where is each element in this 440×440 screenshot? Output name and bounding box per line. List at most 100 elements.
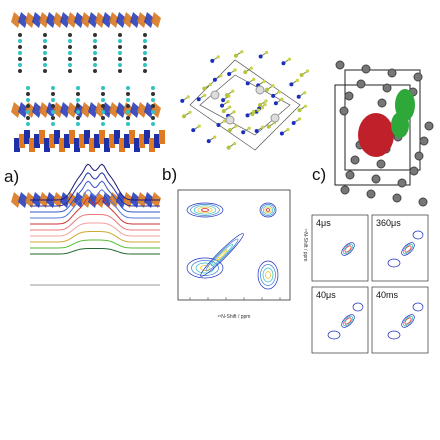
atom: [68, 51, 72, 55]
atom: [26, 92, 30, 96]
atom: [419, 136, 429, 146]
contour: [261, 204, 275, 216]
contour: [342, 315, 354, 327]
contour: [412, 230, 424, 240]
polyhedron: [137, 12, 147, 28]
contour: [401, 314, 415, 328]
atom: [126, 86, 130, 90]
atom: [182, 114, 187, 119]
polyhedron: [84, 130, 90, 144]
polyhedron: [11, 192, 21, 208]
atom: [18, 39, 22, 43]
atom: [18, 33, 22, 37]
atom: [76, 98, 80, 102]
atom: [397, 178, 407, 188]
sphere: [210, 90, 220, 100]
atom: [203, 93, 207, 97]
atom: [118, 33, 122, 37]
atom: [43, 39, 47, 43]
polyhedron: [116, 12, 126, 28]
atom: [76, 122, 80, 126]
spectrum-line: [30, 172, 160, 207]
atom: [26, 110, 30, 114]
polyhedron: [102, 192, 112, 208]
atom: [226, 145, 231, 150]
atom: [273, 101, 278, 106]
atom: [76, 104, 80, 108]
atom: [361, 64, 371, 74]
polyhedron: [34, 134, 40, 148]
inset-frame: [371, 214, 429, 282]
atom: [289, 82, 294, 87]
atom: [245, 81, 250, 86]
contour: [260, 264, 276, 286]
atom: [279, 131, 284, 136]
atom: [262, 79, 266, 83]
atom: [233, 68, 237, 72]
inset-label: 40ms: [376, 290, 399, 300]
atom: [356, 79, 366, 89]
contour: [387, 258, 401, 268]
atom: [76, 86, 80, 90]
atom: [101, 86, 105, 90]
polyhedron: [67, 12, 77, 28]
contour: [344, 317, 352, 325]
contour: [387, 330, 401, 340]
contour: [200, 265, 210, 271]
atom: [414, 151, 424, 161]
atom: [221, 98, 226, 103]
polyhedron: [19, 134, 25, 148]
atom: [93, 63, 97, 67]
atom: [221, 109, 226, 114]
plot-frame: [177, 189, 291, 301]
atom: [306, 69, 310, 73]
atom: [26, 98, 30, 102]
atom: [143, 33, 147, 37]
atom: [43, 69, 47, 73]
polyhedron: [29, 138, 35, 152]
polyhedron: [144, 12, 154, 28]
polyhedron: [81, 102, 91, 118]
atom: [93, 69, 97, 73]
atom: [68, 57, 72, 61]
atom: [18, 51, 22, 55]
atom: [213, 135, 217, 139]
contour: [404, 245, 412, 253]
atom: [258, 103, 262, 107]
atom: [118, 45, 122, 49]
polyhedron: [39, 12, 49, 28]
polyhedron: [64, 134, 70, 148]
contour: [197, 206, 213, 214]
panel-label: c): [312, 165, 326, 184]
polyhedron: [67, 102, 77, 118]
atom: [101, 122, 105, 126]
polyhedron: [102, 12, 112, 28]
atom: [219, 74, 223, 78]
atom: [126, 116, 130, 120]
atom: [43, 63, 47, 67]
polyhedron: [11, 102, 21, 118]
atom: [227, 72, 232, 77]
sphere: [358, 113, 394, 157]
inset-label: 360μs: [376, 218, 401, 228]
contour: [191, 260, 219, 276]
polyhedron: [46, 12, 56, 28]
atom: [206, 139, 211, 144]
nmr-2d: [177, 189, 291, 301]
inset-label: 4μs: [316, 218, 331, 228]
spectra: [30, 163, 160, 286]
atom: [216, 123, 221, 128]
polyhedron: [11, 12, 21, 28]
panel-label: b): [162, 165, 177, 184]
atom: [202, 86, 207, 91]
polyhedron: [81, 12, 91, 28]
polyhedron: [53, 12, 63, 28]
atom: [382, 83, 392, 93]
atom: [76, 110, 80, 114]
atom: [126, 122, 130, 126]
atom: [118, 39, 122, 43]
contour: [352, 302, 364, 312]
atom: [186, 95, 190, 99]
atom: [43, 33, 47, 37]
sphere: [225, 115, 235, 125]
